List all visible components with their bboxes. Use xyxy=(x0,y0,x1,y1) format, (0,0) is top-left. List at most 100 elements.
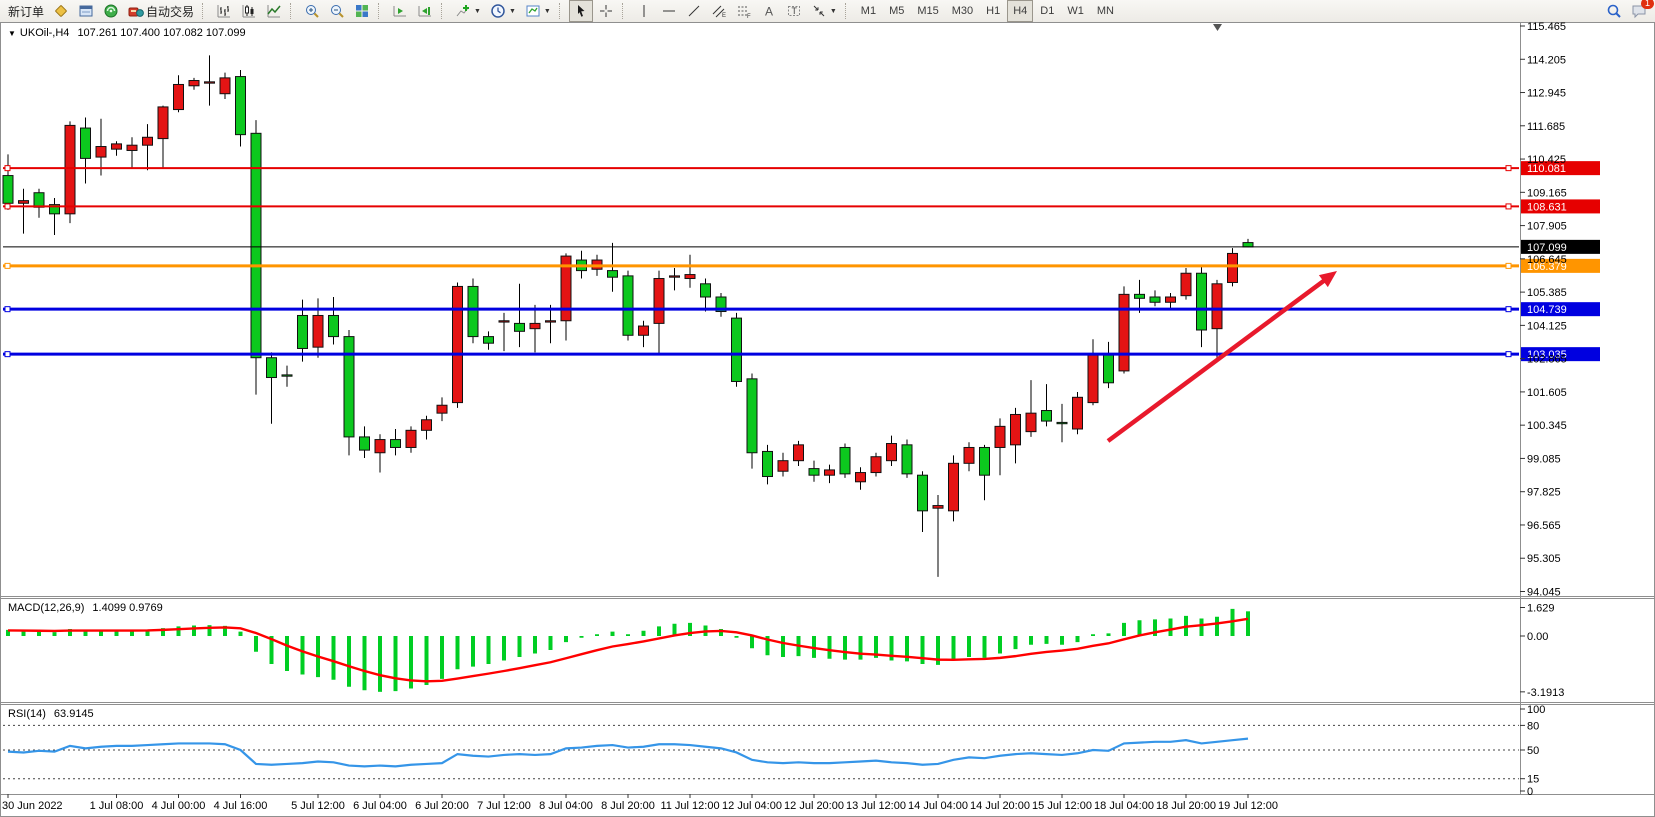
svg-text:E: E xyxy=(722,13,726,19)
line-chart-button[interactable] xyxy=(262,0,286,22)
market-watch-button[interactable] xyxy=(49,0,73,22)
indicators-button[interactable]: ▼ xyxy=(451,0,485,22)
svg-text:107.905: 107.905 xyxy=(1527,221,1567,233)
notifications-button[interactable]: 1 xyxy=(1627,0,1654,22)
toolbar-separator xyxy=(290,3,296,19)
svg-text:12 Jul 04:00: 12 Jul 04:00 xyxy=(722,800,782,812)
svg-text:111.685: 111.685 xyxy=(1527,121,1565,133)
timeframe-h1-button[interactable]: H1 xyxy=(986,5,1001,17)
equidistant-channel-icon: E xyxy=(712,5,726,19)
timeframe-m30-button[interactable]: M30 xyxy=(951,5,974,17)
svg-text:110.081: 110.081 xyxy=(1527,163,1566,175)
chart-shift-marker[interactable] xyxy=(1213,24,1222,31)
zoom-out-button[interactable] xyxy=(325,0,349,22)
data-window-button[interactable] xyxy=(74,0,98,22)
bar-chart-button[interactable] xyxy=(212,0,236,22)
macd-series xyxy=(6,608,1250,692)
trend-arrow[interactable] xyxy=(1106,271,1337,443)
dropdown-caret: ▼ xyxy=(508,7,516,15)
line-chart-icon xyxy=(267,5,281,18)
svg-text:108.631: 108.631 xyxy=(1527,201,1567,213)
rsi-line xyxy=(7,737,1249,768)
timeframe-h4-button[interactable]: H4 xyxy=(1007,0,1034,22)
svg-text:96.565: 96.565 xyxy=(1527,520,1561,532)
svg-text:11 Jul 12:00: 11 Jul 12:00 xyxy=(660,800,719,812)
fibonacci-button[interactable]: F xyxy=(732,0,756,22)
svg-text:115.465: 115.465 xyxy=(1527,22,1566,33)
timeframe-m5-button[interactable]: M5 xyxy=(889,5,905,17)
svg-text:12 Jul 20:00: 12 Jul 20:00 xyxy=(784,800,844,812)
chart-shift-button[interactable] xyxy=(413,0,437,22)
templates-icon xyxy=(526,5,540,17)
timeframe-m1-button[interactable]: M1 xyxy=(860,5,877,17)
tile-windows-icon xyxy=(356,5,369,17)
svg-text:F: F xyxy=(747,14,751,19)
timeframe-mn-button[interactable]: MN xyxy=(1096,5,1114,17)
arrows-button[interactable]: ▼ xyxy=(807,0,841,22)
text-icon: A xyxy=(765,5,773,19)
price-level-badge xyxy=(1521,239,1600,254)
horizontal-level-lines[interactable]: 110.081 108.631 107.099 106.379 104.739 103.0… xyxy=(3,161,1600,362)
svg-text:95.305: 95.305 xyxy=(1527,553,1561,565)
auto-trading-button[interactable]: 自动交易 xyxy=(124,0,198,22)
svg-text:114.205: 114.205 xyxy=(1527,54,1566,66)
tile-windows-button[interactable] xyxy=(350,0,374,22)
timeframe-d1-button[interactable]: D1 xyxy=(1040,5,1055,17)
svg-text:0.00: 0.00 xyxy=(1527,631,1548,643)
navigator-button[interactable] xyxy=(99,0,123,22)
price-axis[interactable]: 115.465 114.205 112.945 111.685 110.425 109.1… xyxy=(1520,22,1567,798)
chart-shift-icon xyxy=(418,6,432,17)
text-label-button[interactable]: T xyxy=(782,0,806,22)
chart-canvas[interactable]: 110.081 108.631 107.099 106.379 104.739 103.0… xyxy=(0,22,1655,817)
zoom-in-button[interactable] xyxy=(300,0,324,22)
svg-text:112.945: 112.945 xyxy=(1527,88,1566,100)
svg-text:13 Jul 12:00: 13 Jul 12:00 xyxy=(846,800,906,812)
cursor-button[interactable] xyxy=(568,0,593,22)
macd-signal-line xyxy=(7,617,1249,683)
timeframe-m15-button[interactable]: M15 xyxy=(917,5,939,17)
toolbar-separator xyxy=(441,3,447,19)
svg-text:T: T xyxy=(791,6,797,16)
equidistant-channel-button[interactable]: E xyxy=(707,0,731,22)
svg-text:107.099: 107.099 xyxy=(1527,242,1567,254)
svg-text:30 Jun 2022: 30 Jun 2022 xyxy=(2,800,63,812)
svg-text:100: 100 xyxy=(1527,704,1545,716)
crosshair-icon xyxy=(599,5,612,17)
auto-trading-icon xyxy=(128,7,144,17)
svg-text:80: 80 xyxy=(1527,720,1539,732)
time-axis[interactable]: 30 Jun 2022 1 Jul 08:00 4 Jul 00:00 4 Jul 1… xyxy=(2,794,1278,812)
auto-scroll-button[interactable] xyxy=(388,0,412,22)
vertical-line-button[interactable] xyxy=(632,0,656,22)
svg-text:15 Jul 12:00: 15 Jul 12:00 xyxy=(1032,800,1092,812)
templates-button[interactable]: ▼ xyxy=(521,0,555,22)
svg-text:5 Jul 12:00: 5 Jul 12:00 xyxy=(291,800,345,812)
market-watch-icon xyxy=(55,5,67,17)
dropdown-caret: ▼ xyxy=(543,7,551,15)
search-icon xyxy=(1607,4,1621,18)
svg-text:14 Jul 04:00: 14 Jul 04:00 xyxy=(908,800,968,812)
cursor-icon xyxy=(577,5,585,17)
svg-text:102.865: 102.865 xyxy=(1527,354,1567,366)
crosshair-button[interactable] xyxy=(594,0,618,22)
data-window-icon xyxy=(79,5,93,17)
periods-button[interactable]: ▼ xyxy=(486,0,520,22)
candlestick-chart-button[interactable] xyxy=(237,0,261,22)
bar-chart-icon xyxy=(217,5,231,18)
svg-text:18 Jul 20:00: 18 Jul 20:00 xyxy=(1156,800,1216,812)
horizontal-line-button[interactable] xyxy=(657,0,681,22)
timeframe-w1-button[interactable]: W1 xyxy=(1067,5,1084,17)
price-level-badge xyxy=(1521,347,1600,362)
text-button[interactable]: A xyxy=(757,0,781,22)
new-order-label: 新订单 xyxy=(8,4,45,19)
search-button[interactable] xyxy=(1602,0,1626,22)
svg-text:109.165: 109.165 xyxy=(1527,187,1567,199)
vertical-line-icon xyxy=(643,5,645,17)
periods-clock-icon xyxy=(491,4,505,18)
svg-text:100.345: 100.345 xyxy=(1527,420,1567,432)
horizontal-line-icon xyxy=(662,10,675,12)
new-order-button[interactable]: 新订单 xyxy=(4,0,48,22)
trendline-button[interactable] xyxy=(682,0,706,22)
svg-text:104.739: 104.739 xyxy=(1527,304,1567,316)
price-level-badge xyxy=(1521,161,1600,176)
text-label-icon: T xyxy=(787,6,800,16)
